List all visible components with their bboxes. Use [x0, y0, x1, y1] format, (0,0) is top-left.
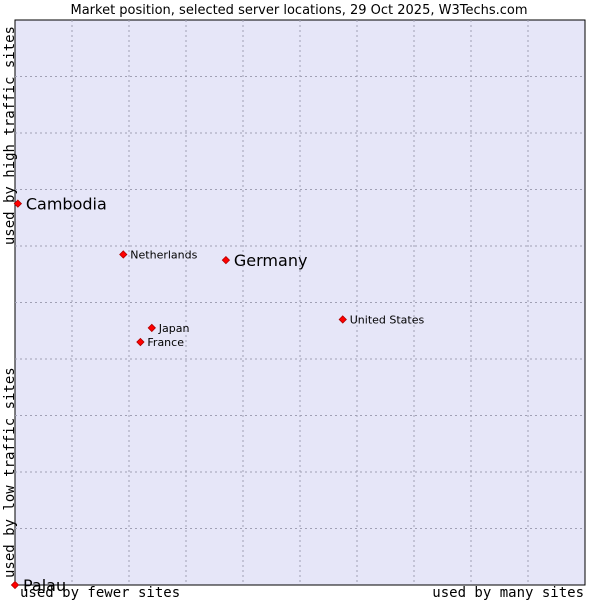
point-label-palau: Palau [23, 576, 66, 595]
x-axis-label-left: used by fewer sites [20, 585, 180, 600]
point-marker-germany [221, 255, 231, 265]
data-point-japan: Japan [147, 322, 190, 335]
data-point-germany: Germany [221, 251, 308, 270]
point-marker-france [136, 337, 145, 347]
data-point-cambodia: Cambodia [13, 195, 107, 214]
point-marker-japan [147, 323, 156, 333]
y-axis-label-bottom: used by low traffic sites [2, 367, 18, 578]
data-point-palau: Palau [10, 576, 66, 595]
point-label-germany: Germany [234, 251, 308, 270]
point-marker-cambodia [13, 199, 23, 208]
point-label-japan: Japan [158, 322, 190, 335]
chart-title: Market position, selected server locatio… [70, 3, 527, 18]
point-label-cambodia: Cambodia [26, 195, 107, 214]
point-label-netherlands: Netherlands [130, 248, 197, 261]
data-point-united-states: United States [338, 313, 425, 326]
point-marker-netherlands [119, 250, 128, 259]
x-axis-label-right: used by many sites [432, 585, 584, 600]
grid-lines [15, 20, 585, 585]
point-marker-palau [10, 580, 20, 590]
y-axis-label-top: used by high traffic sites [2, 26, 18, 245]
point-label-france: France [147, 336, 184, 349]
point-label-united-states: United States [350, 313, 425, 326]
data-points: Cambodia Netherlands Germany United States J… [10, 195, 425, 595]
point-marker-united-states [338, 315, 347, 324]
data-point-france: France [136, 336, 184, 349]
data-point-netherlands: Netherlands [119, 248, 198, 261]
